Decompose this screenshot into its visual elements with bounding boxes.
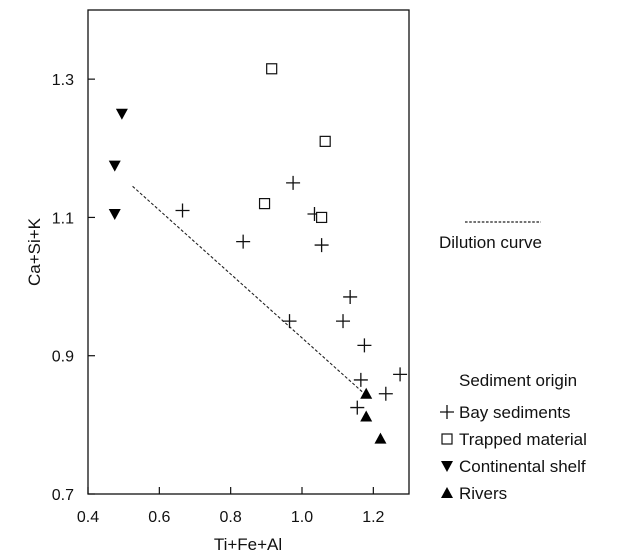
legend-item-continental-shelf: Continental shelf	[459, 457, 586, 476]
legend-item-trapped-material: Trapped material	[459, 430, 587, 449]
series-legend: Sediment origin Bay sediments Trapped mat…	[440, 371, 587, 503]
data-markers	[108, 63, 408, 444]
bay-sediment-point	[393, 367, 408, 382]
y-tick-label: 1.3	[52, 72, 74, 89]
continental-shelf-point	[108, 160, 121, 172]
x-axis-label: Ti+Fe+Al	[214, 535, 282, 554]
y-tick-label: 0.7	[52, 487, 74, 504]
dilution-curve-layer	[132, 185, 365, 395]
bay-sediment-point	[343, 289, 358, 304]
legend-marker	[441, 487, 453, 498]
river-point	[374, 432, 387, 444]
plot-frame	[87, 9, 410, 495]
trapped-material-point	[258, 198, 271, 210]
bay-sediment-point	[175, 203, 190, 218]
legend-marker	[441, 461, 453, 472]
x-tick-label: 1.0	[291, 509, 313, 526]
river-point	[360, 410, 373, 422]
x-tick-label: 1.2	[362, 509, 384, 526]
bay-sediment-point	[378, 386, 393, 401]
y-tick-label: 1.1	[52, 210, 74, 227]
river-point	[360, 387, 373, 399]
x-tick-label: 0.6	[148, 509, 170, 526]
x-tick-label: 0.4	[77, 509, 99, 526]
trapped-material-point	[266, 63, 278, 75]
legend-item-bay-sediments: Bay sediments	[459, 403, 571, 422]
bay-sediment-point	[236, 234, 251, 249]
bay-sediment-point	[282, 314, 297, 329]
bay-sediment-point	[336, 314, 351, 329]
x-tick-label: 0.8	[220, 509, 242, 526]
y-tick-label: 0.9	[52, 349, 74, 366]
legend-item-rivers: Rivers	[459, 484, 507, 503]
bay-sediment-point	[286, 175, 301, 190]
bay-sediment-point	[357, 338, 372, 353]
legend-marker	[440, 405, 454, 419]
x-axis: 0.4 0.6 0.8 1.0 1.2	[77, 487, 385, 526]
bay-sediment-point	[353, 372, 368, 387]
legend-title: Sediment origin	[459, 371, 577, 390]
bay-sediment-point	[350, 400, 365, 415]
line-legend: Dilution curve	[439, 221, 542, 252]
trapped-material-point	[316, 211, 328, 224]
bay-sediment-point	[314, 238, 329, 253]
dilution-curve-line	[132, 185, 365, 395]
continental-shelf-point	[115, 108, 128, 120]
legend-marker	[441, 433, 453, 445]
dilution-curve-legend-label: Dilution curve	[439, 233, 542, 252]
continental-shelf-point	[108, 208, 121, 220]
trapped-material-point	[319, 135, 331, 147]
y-axis-label: Ca+Si+K	[25, 217, 44, 286]
y-axis: 0.7 0.9 1.1 1.3	[52, 72, 95, 504]
